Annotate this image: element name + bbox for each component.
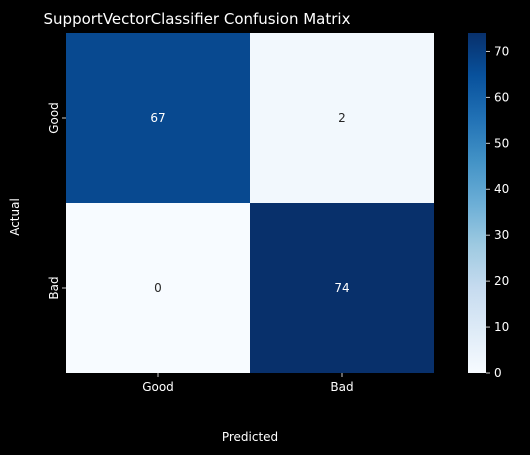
heatmap-cell [66,203,250,373]
x-axis-label: Predicted [222,430,278,444]
colorbar [468,33,486,373]
heatmap-grid [66,33,434,373]
cell-value-label: 2 [338,111,346,125]
x-axis-ticks: Good Bad [142,373,354,394]
heatmap-cell [250,203,434,373]
colorbar-ticks: 0 10 20 30 40 50 60 70 [486,44,509,380]
cell-value-label: 67 [150,111,165,125]
chart-title: SupportVectorClassifier Confusion Matrix [44,10,351,28]
x-tick-label: Bad [330,380,353,394]
colorbar-tick-label: 20 [494,274,509,288]
y-axis-ticks: Good Bad [47,102,66,300]
x-tick-label: Good [142,380,174,394]
heatmap-cell [66,33,250,203]
y-tick-label: Good [47,102,61,134]
colorbar-tick-label: 30 [494,228,509,242]
cell-value-label: 74 [334,281,349,295]
y-tick-label: Bad [47,276,61,299]
cell-value-label: 0 [154,281,162,295]
colorbar-tick-label: 40 [494,182,509,196]
cell-labels: 67 2 0 74 [150,111,349,295]
y-axis-label: Actual [8,198,22,236]
colorbar-tick-label: 50 [494,136,509,150]
colorbar-tick-label: 70 [494,44,509,58]
colorbar-tick-label: 10 [494,320,509,334]
heatmap-cell [250,33,434,203]
colorbar-tick-label: 0 [494,366,502,380]
colorbar-tick-label: 60 [494,90,509,104]
